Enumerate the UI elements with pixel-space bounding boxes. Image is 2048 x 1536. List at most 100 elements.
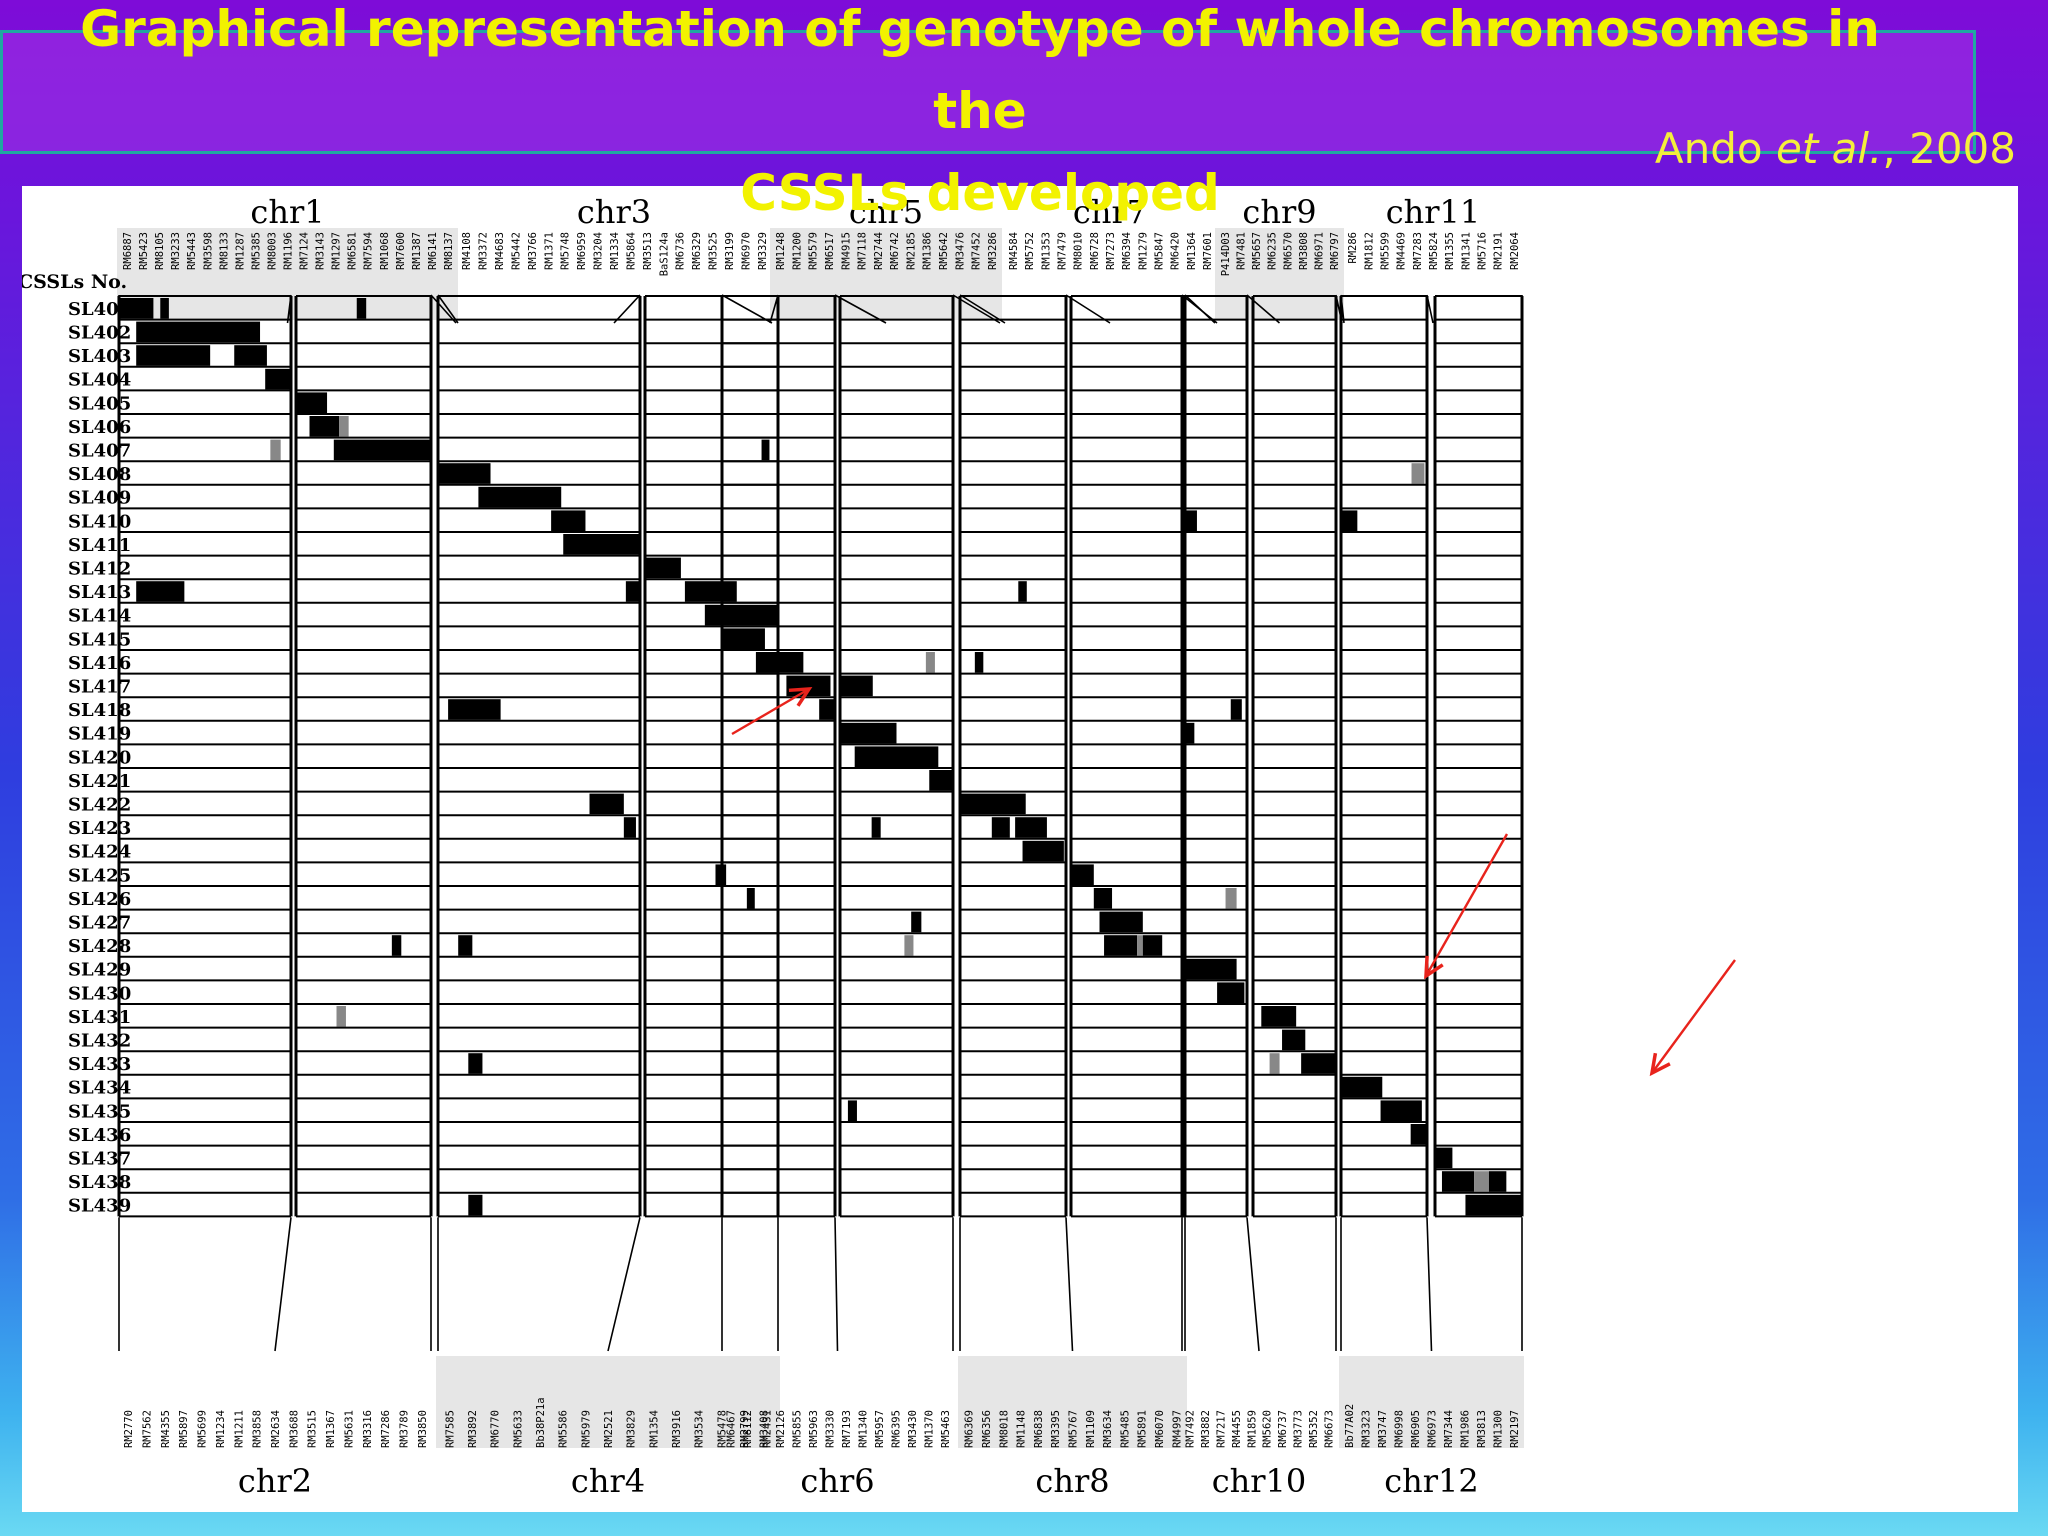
marker-label: RM3766	[527, 232, 539, 270]
marker-label: Bb38P21a	[535, 1397, 547, 1448]
marker-label: RM6998	[1394, 1410, 1406, 1448]
marker-label: RM5442	[510, 232, 522, 270]
substituted-segment	[1018, 581, 1027, 602]
substituted-segment	[1465, 1194, 1522, 1216]
marker-label: RM3829	[626, 1410, 638, 1448]
marker-label: RM4683	[494, 232, 506, 270]
marker-label: RM5352	[1308, 1410, 1320, 1448]
substituted-segment	[1341, 510, 1358, 531]
heterozygous-segment	[339, 416, 349, 437]
marker-label: RM7481	[1235, 232, 1247, 270]
substituted-segment	[448, 699, 501, 720]
marker-label: RM2634	[270, 1410, 282, 1448]
heterozygous-segment	[904, 935, 914, 956]
substituted-segment	[645, 557, 681, 579]
marker-label: RM6394	[1121, 232, 1133, 270]
marker-label: RM1248	[775, 232, 787, 270]
line-label: SL434	[68, 1078, 131, 1099]
substituted-segment	[623, 817, 636, 838]
line-label: SL438	[68, 1172, 131, 1193]
marker-label: RM2770	[123, 1410, 135, 1448]
marker-label: RM1859	[1246, 1410, 1258, 1448]
substituted-segment	[684, 581, 737, 602]
marker-label: RM3316	[362, 1410, 374, 1448]
marker-label: RM7344	[1443, 1410, 1455, 1448]
marker-label: RM5599	[1379, 232, 1391, 270]
heterozygous-segment	[1474, 1171, 1489, 1192]
line-label: SL414	[68, 606, 131, 627]
marker-label: RM3372	[478, 232, 490, 270]
line-label: SL429	[68, 960, 131, 981]
line-label: SL401	[68, 299, 131, 320]
line-label: SL421	[68, 771, 131, 792]
title-line-1: Graphical representation of genotype of …	[80, 0, 1880, 58]
substituted-segment	[755, 652, 804, 673]
heterozygous-segment	[1225, 888, 1237, 909]
line-label: SL432	[68, 1030, 131, 1051]
marker-label: RM6235	[1267, 232, 1279, 270]
marker-label: RM1355	[1444, 232, 1456, 270]
marker-label: RM8105	[154, 232, 166, 270]
marker-label: RM7562	[142, 1410, 154, 1448]
marker-label: RM5485	[1119, 1410, 1131, 1448]
connector-line	[1181, 1217, 1337, 1352]
chromosome-label: chr4	[571, 1462, 645, 1500]
marker-label: RM6356	[981, 1410, 993, 1448]
line-label: SL436	[68, 1125, 131, 1146]
marker-label: RM1234	[215, 1410, 227, 1448]
marker-label: RM3323	[1361, 1410, 1373, 1448]
marker-label: RM7601	[1202, 232, 1214, 270]
connector-line	[437, 1217, 779, 1352]
red-arrow-head	[788, 687, 813, 707]
marker-label: RM6673	[1323, 1410, 1335, 1448]
marker-label: RM1367	[325, 1410, 337, 1448]
substituted-segment	[265, 368, 291, 390]
marker-label: RM8137	[443, 232, 455, 270]
substituted-segment	[478, 486, 562, 508]
marker-label: RM6581	[347, 232, 359, 270]
substituted-segment	[391, 935, 402, 956]
substituted-segment	[819, 699, 835, 720]
marker-label: RM4108	[461, 232, 473, 270]
substituted-segment	[1022, 840, 1064, 862]
substituted-segment	[1230, 699, 1242, 720]
substituted-segment	[589, 793, 624, 815]
marker-label: RM1279	[1137, 232, 1149, 270]
marker-label: RM5891	[1137, 1410, 1149, 1448]
marker-label: RM5979	[580, 1410, 592, 1448]
marker-label: RM3476	[954, 232, 966, 270]
marker-label: RM2744	[873, 232, 885, 270]
line-label: SL419	[68, 724, 131, 745]
substituted-segment	[786, 675, 831, 697]
marker-label: RM5586	[558, 1410, 570, 1448]
marker-label: RM7594	[363, 232, 375, 270]
chromosome-label: chr5	[849, 193, 923, 231]
red-arrow-line	[1424, 833, 1509, 977]
substituted-segment	[871, 817, 881, 838]
chromosome-label: chr1	[250, 193, 324, 231]
marker-label: RM5633	[512, 1410, 524, 1448]
substituted-segment	[960, 793, 1026, 815]
line-label: SL409	[68, 488, 131, 509]
marker-label: RM3286	[987, 232, 999, 270]
substituted-segment	[840, 722, 897, 744]
substituted-segment	[911, 911, 922, 933]
chromosome-label: chr3	[577, 193, 651, 231]
line-label: SL416	[68, 653, 131, 674]
substituted-segment	[1015, 817, 1047, 838]
marker-label: RM5478	[716, 1410, 728, 1448]
substituted-segment	[468, 1053, 483, 1074]
marker-label: RM6395	[890, 1410, 902, 1448]
marker-label: RM3534	[694, 1410, 706, 1448]
marker-label: RM1200	[791, 232, 803, 270]
marker-label: RM3330	[824, 1410, 836, 1448]
marker-label: RM1109	[1085, 1410, 1097, 1448]
substituted-segment	[1301, 1053, 1336, 1074]
substituted-segment	[551, 510, 586, 531]
marker-label: RM8133	[218, 232, 230, 270]
marker-label: P414D03	[1220, 232, 1232, 276]
line-label: SL427	[68, 912, 131, 933]
marker-label: RM1148	[1016, 1410, 1028, 1448]
marker-label: RM3773	[1293, 1410, 1305, 1448]
marker-label: RM5897	[178, 1410, 190, 1448]
